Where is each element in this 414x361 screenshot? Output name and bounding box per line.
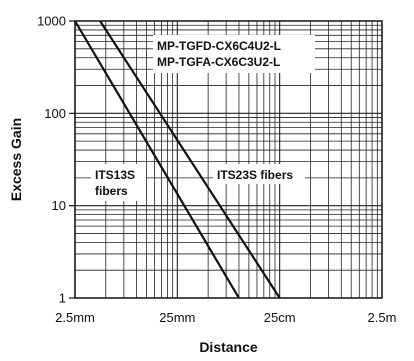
y-tick-labels: 1 10 100 1000 xyxy=(37,14,75,306)
annotation-text: ITS13S xyxy=(95,168,135,182)
y-axis-title: Excess Gain xyxy=(8,118,24,201)
series-line-2 xyxy=(99,20,281,299)
annotation-text: MP-TGFD-CX6C4U2-L xyxy=(157,39,281,53)
y-tick-label: 100 xyxy=(44,106,66,121)
annotation-1: MP-TGFD-CX6C4U2-L MP-TGFA-CX6C3U2-L xyxy=(153,35,315,73)
plot-frame xyxy=(74,20,383,299)
x-tick-label: 2.5m xyxy=(368,310,397,325)
x-tick-label: 25cm xyxy=(264,310,296,325)
annotation-text: ITS23S fibers xyxy=(217,168,293,182)
y-tick-label: 1 xyxy=(59,291,66,306)
annotations: MP-TGFD-CX6C4U2-L MP-TGFA-CX6C3U2-L ITS13S… xyxy=(91,35,315,201)
x-tick-label: 2.5mm xyxy=(55,310,95,325)
annotation-background xyxy=(213,164,305,184)
series-line-1 xyxy=(74,20,240,299)
annotation-text: MP-TGFA-CX6C3U2-L xyxy=(157,55,280,69)
annotation-text: fibers xyxy=(95,184,128,198)
annotation-background xyxy=(91,164,146,201)
y-tick-label: 10 xyxy=(52,198,66,213)
x-tick-labels: 2.5mm 25mm 25cm 2.5m xyxy=(55,310,396,325)
x-tick-label: 25mm xyxy=(159,310,195,325)
annotation-2: ITS13S fibers xyxy=(91,164,146,201)
x-axis-title: Distance xyxy=(199,339,258,355)
y-tick-label: 1000 xyxy=(37,14,66,29)
annotation-background xyxy=(153,35,315,73)
series-lines xyxy=(74,20,281,299)
annotation-3: ITS23S fibers xyxy=(213,164,305,184)
